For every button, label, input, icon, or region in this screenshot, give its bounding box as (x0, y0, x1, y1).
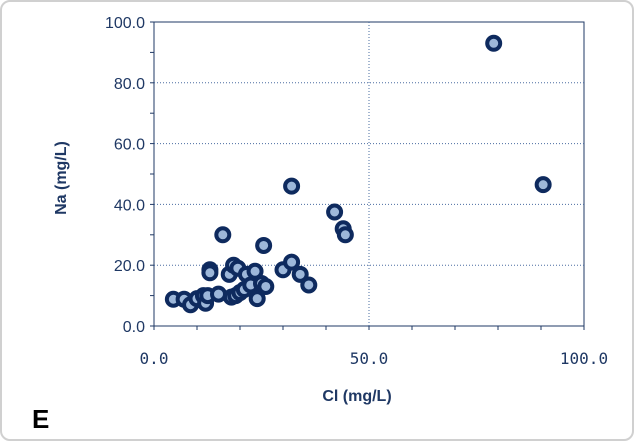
data-point (326, 203, 344, 221)
data-point (257, 277, 275, 295)
data-point (336, 226, 354, 244)
data-point (534, 176, 552, 194)
y-tick-label: 80.0 (114, 76, 145, 93)
y-axis-title: Na (mg/L) (53, 141, 70, 215)
data-point (291, 265, 309, 283)
y-axis-ticks: 0.0 20.0 40.0 60.0 80.0 100.0 (105, 15, 145, 336)
data-point (300, 276, 318, 294)
data-point (485, 34, 503, 52)
x-axis-ticks: 0.0 50.0 100.0 (140, 349, 609, 368)
y-tick-label: 40.0 (114, 197, 145, 214)
data-point (248, 290, 266, 308)
data-point (255, 236, 273, 254)
y-tick-label: 20.0 (114, 258, 145, 275)
data-point (201, 264, 219, 282)
data-points (164, 34, 552, 314)
data-point (283, 177, 301, 195)
y-tick-label: 100.0 (105, 15, 145, 32)
data-point (246, 262, 264, 280)
x-tick-label: 0.0 (140, 349, 169, 368)
data-point (283, 253, 301, 271)
x-tick-label: 50.0 (350, 349, 389, 368)
y-tick-label: 0.0 (123, 319, 145, 336)
x-axis-title: Cl (mg/L) (322, 388, 391, 405)
data-point (214, 226, 232, 244)
panel-label: E (32, 404, 49, 434)
y-tick-label: 60.0 (114, 137, 145, 154)
x-tick-label: 100.0 (560, 349, 608, 368)
grid-lines (150, 21, 585, 330)
